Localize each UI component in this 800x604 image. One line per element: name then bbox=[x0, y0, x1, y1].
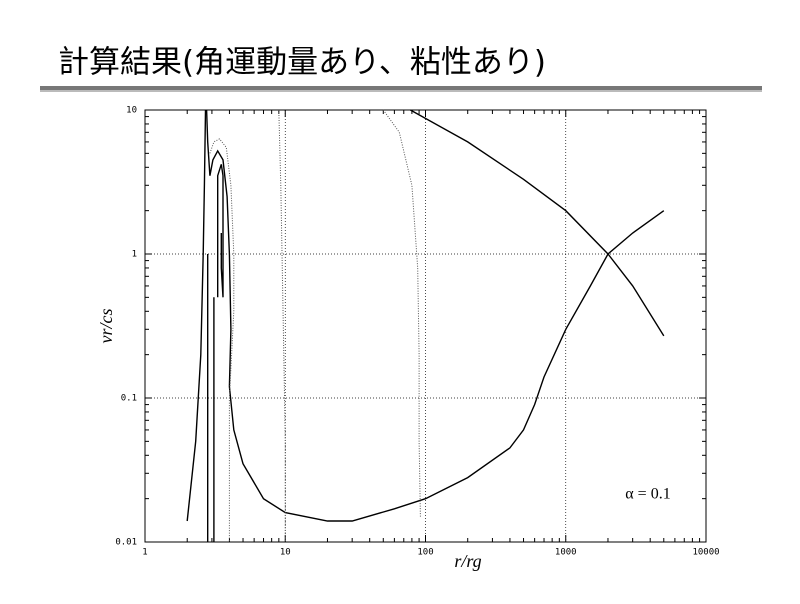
data-line bbox=[186, 109, 207, 522]
annotation: α = 0.1 bbox=[625, 486, 670, 503]
data-line bbox=[410, 109, 665, 337]
x-tick-label: 10 bbox=[280, 548, 291, 558]
x-tick-label: 10000 bbox=[692, 548, 719, 558]
y-tick-label: 0.01 bbox=[115, 538, 137, 548]
data-line bbox=[278, 109, 286, 542]
x-tick-label: 1 bbox=[142, 548, 147, 558]
y-tick-label: 0.1 bbox=[121, 394, 137, 404]
title-rule-shadow bbox=[40, 90, 762, 92]
y-tick-label: 10 bbox=[126, 106, 137, 116]
y-axis-label: vr/cs bbox=[96, 309, 116, 344]
data-line bbox=[382, 109, 421, 517]
x-axis-label: r/rg bbox=[454, 551, 481, 571]
slide-title: 計算結果(角運動量あり、粘性あり) bbox=[58, 45, 546, 81]
data-line bbox=[205, 109, 232, 387]
y-tick-label: 1 bbox=[132, 250, 137, 260]
x-tick-label: 100 bbox=[417, 548, 433, 558]
data-line bbox=[207, 164, 224, 542]
data-line bbox=[228, 210, 665, 522]
title-rule bbox=[40, 86, 762, 90]
x-tick-label: 1000 bbox=[555, 548, 577, 558]
